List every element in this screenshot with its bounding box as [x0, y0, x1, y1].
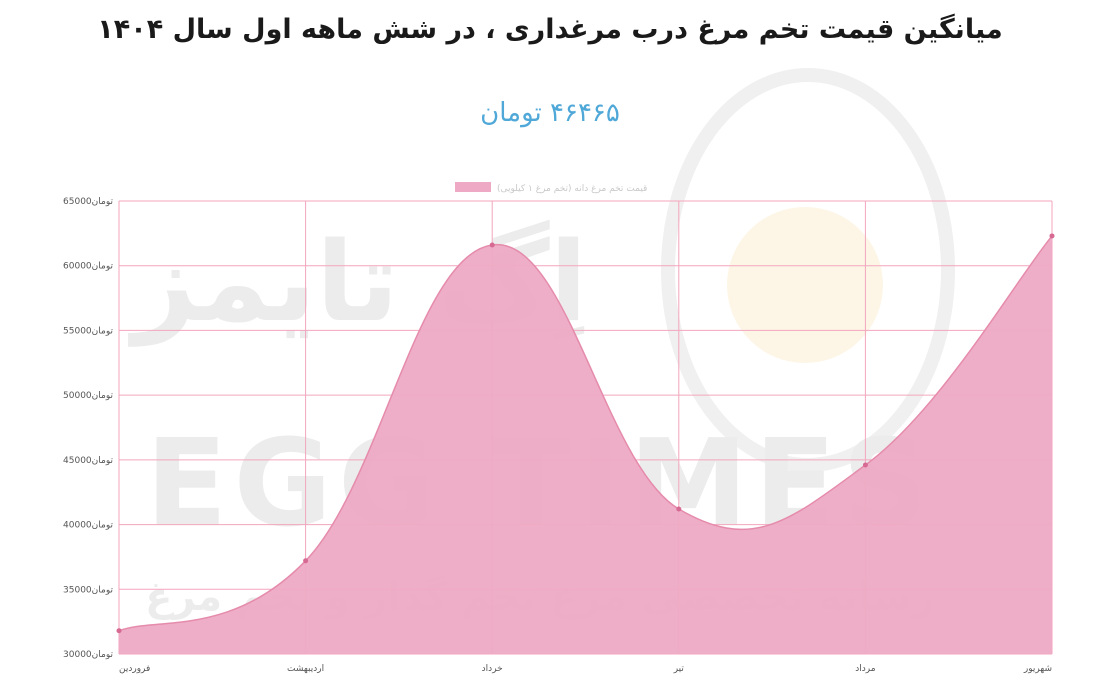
y-tick-label: 35000تومان — [63, 585, 113, 595]
y-axis: 30000تومان 35000تومان 40000تومان 45000تومان… — [63, 197, 113, 660]
x-tick-label: مرداد — [855, 664, 875, 674]
data-points — [116, 233, 1055, 634]
x-tick-label: اردیبهشت — [287, 664, 324, 674]
y-tick-label: 45000تومان — [63, 456, 113, 466]
y-tick-label: 55000تومان — [63, 326, 113, 336]
x-tick-label: شهریور — [1023, 664, 1052, 674]
legend-swatch — [455, 182, 491, 192]
x-tick-label: فروردین — [119, 664, 150, 674]
y-tick-label: 50000تومان — [63, 391, 113, 401]
legend-label: قیمت تخم مرغ دانه (تخم مرغ ۱ کیلویی) — [497, 184, 647, 194]
data-point — [116, 628, 122, 634]
y-tick-label: 65000تومان — [63, 197, 113, 207]
x-tick-label: خرداد — [482, 664, 503, 674]
series-fill — [119, 235, 1052, 654]
y-tick-label: 30000تومان — [63, 650, 113, 660]
chart-title: میانگین قیمت تخم مرغ درب مرغداری ، در شش… — [97, 14, 1003, 45]
y-tick-label: 40000تومان — [63, 521, 113, 531]
x-tick-label: تیر — [673, 664, 685, 674]
watermark-yolk-icon — [727, 207, 883, 363]
y-tick-label: 60000تومان — [63, 262, 113, 272]
x-axis: فروردین اردیبهشت خرداد تیر مرداد شهریور — [119, 664, 1052, 674]
chart-subtitle: ۴۶۴۶۵ تومان — [480, 98, 620, 128]
watermark-egg-icon — [661, 68, 955, 472]
data-point — [1049, 233, 1055, 239]
data-point — [676, 506, 682, 512]
data-point — [489, 242, 495, 248]
data-point — [862, 462, 868, 468]
legend: قیمت تخم مرغ دانه (تخم مرغ ۱ کیلویی) — [455, 182, 647, 194]
data-point — [303, 558, 309, 564]
